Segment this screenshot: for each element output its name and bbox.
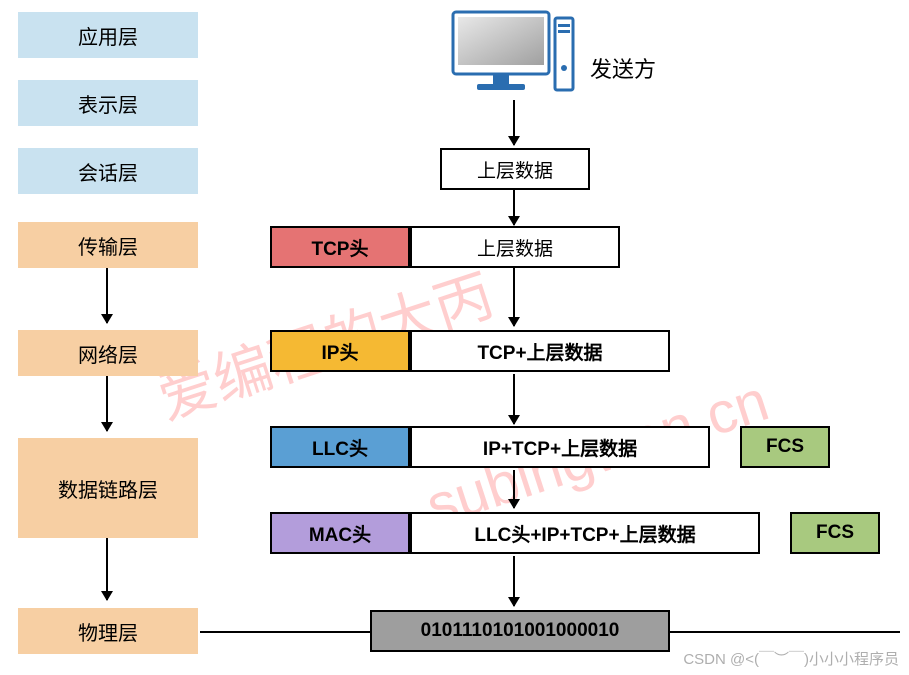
sender-label: 发送方 xyxy=(590,52,656,84)
row-0-seg-0: 上层数据 xyxy=(440,148,590,190)
row-3-seg-0: LLC头 xyxy=(270,426,410,468)
row-1-seg-1: 上层数据 xyxy=(410,226,620,268)
row-2-seg-0: IP头 xyxy=(270,330,410,372)
physical-line-right xyxy=(670,631,900,633)
layer-1: 表示层 xyxy=(18,80,198,126)
row-4-seg-2: FCS xyxy=(790,512,880,554)
layer-3: 传输层 xyxy=(18,222,198,268)
left-arrow-2 xyxy=(106,538,108,600)
physical-line-left xyxy=(200,631,370,633)
center-arrow-5 xyxy=(513,556,515,606)
row-4-seg-1: LLC头+IP+TCP+上层数据 xyxy=(410,512,760,554)
row-1-seg-0: TCP头 xyxy=(270,226,410,268)
footer-watermark: CSDN @<(￣︶￣)小小小程序员 xyxy=(683,648,899,669)
layer-2: 会话层 xyxy=(18,148,198,194)
row-4-seg-0: MAC头 xyxy=(270,512,410,554)
left-arrow-0 xyxy=(106,268,108,323)
layer-5: 数据链路层 xyxy=(18,438,198,538)
center-arrow-3 xyxy=(513,374,515,424)
row-2-seg-1: TCP+上层数据 xyxy=(410,330,670,372)
row-3-seg-1: IP+TCP+上层数据 xyxy=(410,426,710,468)
layer-0: 应用层 xyxy=(18,12,198,58)
center-arrow-2 xyxy=(513,268,515,326)
center-arrow-4 xyxy=(513,470,515,508)
center-arrow-1 xyxy=(513,190,515,225)
row-3-seg-2: FCS xyxy=(740,426,830,468)
left-arrow-1 xyxy=(106,376,108,431)
computer-icon xyxy=(445,8,575,105)
layer-6: 物理层 xyxy=(18,608,198,654)
layer-4: 网络层 xyxy=(18,330,198,376)
center-arrow-0 xyxy=(513,100,515,145)
row-5-seg-0: 0101110101001000010 xyxy=(370,610,670,652)
